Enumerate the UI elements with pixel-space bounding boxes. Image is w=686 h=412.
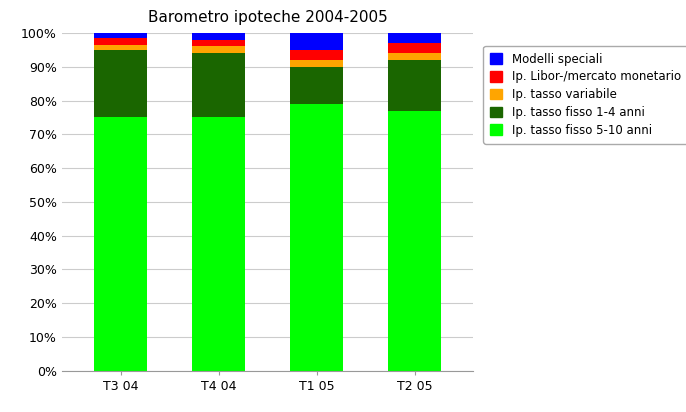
Bar	[191, 47, 246, 53]
Bar	[388, 60, 442, 111]
Legend: Modelli speciali, Ip. Libor-/mercato monetario, Ip. tasso variabile, Ip. tasso f: Modelli speciali, Ip. Libor-/mercato mon…	[484, 46, 686, 144]
Bar	[289, 50, 344, 60]
Bar	[289, 60, 344, 67]
Bar	[93, 45, 147, 50]
Bar	[388, 33, 442, 43]
Bar	[191, 40, 246, 47]
Bar	[93, 50, 147, 117]
Bar	[93, 33, 147, 38]
Bar	[388, 53, 442, 60]
Bar	[93, 38, 147, 45]
Bar	[191, 53, 246, 117]
Bar	[388, 43, 442, 53]
Bar	[289, 33, 344, 50]
Title: Barometro ipoteche 2004-2005: Barometro ipoteche 2004-2005	[147, 10, 388, 25]
Bar	[388, 111, 442, 371]
Bar	[191, 33, 246, 40]
Bar	[93, 117, 147, 371]
Bar	[191, 117, 246, 371]
Bar	[289, 67, 344, 104]
Bar	[289, 104, 344, 371]
